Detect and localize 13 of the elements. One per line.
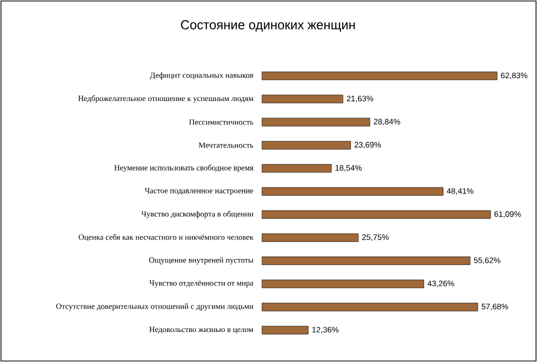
bar [262,141,351,150]
bar [262,210,491,219]
bar [262,326,308,334]
bar [262,72,498,80]
bar [262,256,470,265]
chart-title: Состояние одиноких женщин [181,20,355,32]
bar [262,187,444,196]
bar [262,118,370,126]
bar [262,280,424,288]
bar [262,302,478,312]
bar [262,233,359,242]
bar [262,164,332,173]
bar [262,94,344,104]
